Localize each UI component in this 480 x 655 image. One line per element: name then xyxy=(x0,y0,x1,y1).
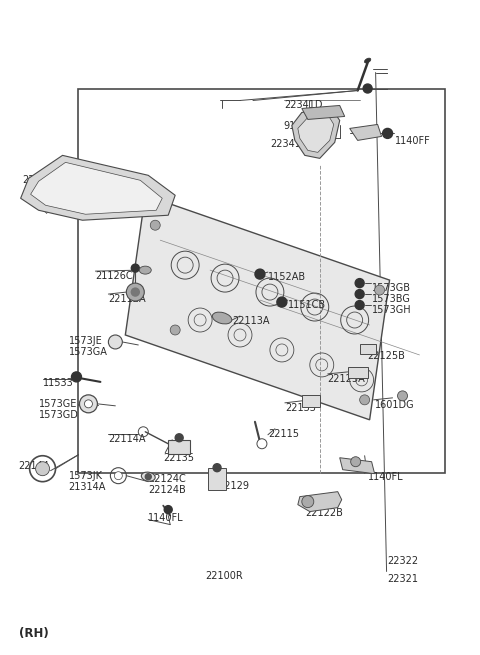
Circle shape xyxy=(257,439,267,449)
Text: 1601DG: 1601DG xyxy=(374,400,414,410)
Circle shape xyxy=(374,285,384,295)
Text: 11533: 11533 xyxy=(43,378,73,388)
Text: 22115: 22115 xyxy=(268,429,299,439)
Text: 1151CB: 1151CB xyxy=(288,300,326,310)
Polygon shape xyxy=(292,109,340,159)
Ellipse shape xyxy=(141,472,155,481)
Circle shape xyxy=(302,496,314,508)
Text: 1573BG: 1573BG xyxy=(372,294,410,304)
Circle shape xyxy=(175,434,183,441)
Polygon shape xyxy=(298,115,334,153)
Polygon shape xyxy=(298,492,342,512)
Polygon shape xyxy=(340,458,374,474)
Circle shape xyxy=(351,457,360,467)
Text: (RH): (RH) xyxy=(19,627,48,641)
Ellipse shape xyxy=(364,58,371,63)
Bar xyxy=(208,468,226,490)
Text: 22341D: 22341D xyxy=(284,100,323,111)
Text: 1140FL: 1140FL xyxy=(148,513,184,523)
Text: 22114A: 22114A xyxy=(108,434,146,444)
Circle shape xyxy=(114,472,122,479)
Circle shape xyxy=(80,395,97,413)
Circle shape xyxy=(277,297,287,307)
Text: 22125A: 22125A xyxy=(328,374,365,384)
Bar xyxy=(78,88,445,473)
Bar xyxy=(348,367,368,378)
Circle shape xyxy=(132,288,139,296)
Polygon shape xyxy=(31,162,162,214)
Text: 22100R: 22100R xyxy=(205,571,243,582)
Text: 91980Y: 91980Y xyxy=(284,121,320,132)
Circle shape xyxy=(84,400,93,408)
Polygon shape xyxy=(125,195,390,420)
Polygon shape xyxy=(21,155,175,220)
Text: 1152AB: 1152AB xyxy=(268,272,306,282)
Bar xyxy=(360,344,376,354)
Circle shape xyxy=(363,84,372,93)
Text: 22124B: 22124B xyxy=(148,485,186,495)
Circle shape xyxy=(170,325,180,335)
Text: 1573GB: 1573GB xyxy=(372,283,410,293)
Polygon shape xyxy=(350,124,382,140)
Text: 22122B: 22122B xyxy=(305,508,343,517)
Text: 22311C: 22311C xyxy=(23,176,60,185)
Text: 22113A: 22113A xyxy=(232,316,270,326)
Circle shape xyxy=(72,372,82,382)
Text: 1573JE: 1573JE xyxy=(69,336,102,346)
Text: 22322: 22322 xyxy=(387,555,419,565)
Circle shape xyxy=(360,395,370,405)
Circle shape xyxy=(150,220,160,230)
Circle shape xyxy=(255,269,265,279)
Text: 22144: 22144 xyxy=(19,460,49,471)
Text: 1573GD: 1573GD xyxy=(38,410,78,420)
Text: 22112A: 22112A xyxy=(108,294,146,304)
Circle shape xyxy=(397,391,408,401)
Text: 22341F: 22341F xyxy=(270,140,306,149)
Text: 22124C: 22124C xyxy=(148,474,186,483)
Circle shape xyxy=(164,506,172,514)
Bar xyxy=(302,395,320,407)
Circle shape xyxy=(355,290,364,299)
Text: 1573GE: 1573GE xyxy=(38,399,77,409)
Ellipse shape xyxy=(212,312,232,324)
Circle shape xyxy=(126,283,144,301)
Circle shape xyxy=(145,474,151,479)
Bar xyxy=(168,440,190,454)
Circle shape xyxy=(213,464,221,472)
Text: 1140FF: 1140FF xyxy=(395,136,430,147)
Text: 22321: 22321 xyxy=(387,574,419,584)
Text: 22133: 22133 xyxy=(285,403,316,413)
Circle shape xyxy=(355,301,364,310)
Circle shape xyxy=(383,128,393,138)
Polygon shape xyxy=(302,105,345,119)
Circle shape xyxy=(36,462,49,476)
Circle shape xyxy=(108,335,122,349)
Text: 1573GH: 1573GH xyxy=(372,305,411,315)
Text: 1140FL: 1140FL xyxy=(368,472,403,481)
Text: 1573JK: 1573JK xyxy=(69,471,103,481)
Circle shape xyxy=(355,278,364,288)
Text: 22129: 22129 xyxy=(218,481,249,491)
Text: 21126C: 21126C xyxy=(96,271,133,281)
Text: 21314A: 21314A xyxy=(69,481,106,492)
Circle shape xyxy=(358,462,366,470)
Text: 1573GA: 1573GA xyxy=(69,347,108,357)
Circle shape xyxy=(132,264,139,272)
Ellipse shape xyxy=(139,266,151,274)
Text: 22135: 22135 xyxy=(163,453,194,462)
Text: 22125B: 22125B xyxy=(368,351,406,361)
